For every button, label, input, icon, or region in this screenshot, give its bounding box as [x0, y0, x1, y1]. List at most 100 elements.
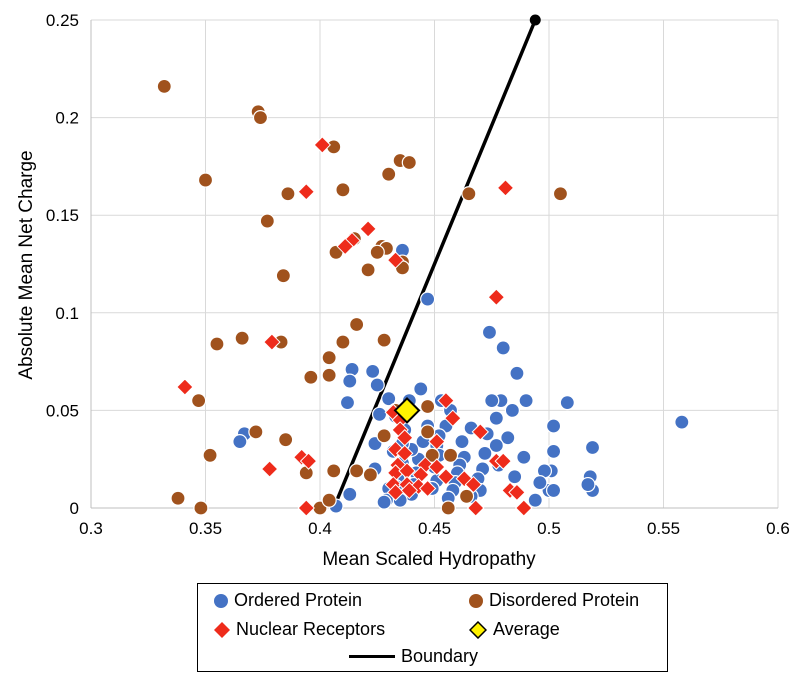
nuclear-point [496, 179, 515, 197]
ordered-point [342, 486, 358, 502]
disordered-point [326, 463, 342, 479]
disordered-point [234, 330, 250, 346]
nuclear-point [487, 288, 506, 306]
ordered-point [488, 410, 504, 426]
y-tick-label: 0 [70, 499, 79, 518]
nuclear-point [494, 452, 512, 470]
nuclear-point [471, 423, 490, 441]
ordered-point [495, 340, 511, 356]
ordered-point [507, 469, 523, 485]
nuclear-point [467, 499, 485, 517]
legend-item-average: Average [469, 619, 560, 640]
legend-label-boundary: Boundary [401, 646, 479, 666]
ordered-point [545, 482, 562, 499]
ordered-point [381, 391, 397, 407]
ordered-point [559, 394, 575, 411]
legend-label-disordered: Disordered Protein [489, 590, 640, 610]
disordered-point [360, 262, 376, 278]
ordered-point [500, 430, 516, 446]
ordered-point [580, 476, 596, 493]
nuclear-point [515, 499, 533, 517]
disordered-point [280, 186, 296, 202]
nuclear-point [400, 481, 419, 500]
disordered-point [259, 213, 275, 229]
legend-item-nuclear: Nuclear Receptors [214, 619, 385, 640]
boundary-layer [332, 14, 541, 509]
nuclear-point [444, 409, 462, 427]
ordered-point [477, 445, 493, 461]
disordered-point [369, 244, 385, 260]
disordered-point [362, 467, 378, 483]
nuclear-point [418, 479, 437, 498]
nuclear-point [297, 499, 315, 517]
ordered-point [674, 414, 690, 430]
ordered-point [545, 418, 562, 434]
ordered-point [527, 492, 543, 508]
ordered-point [584, 439, 601, 456]
disordered-point [420, 424, 436, 440]
legend: Ordered Protein Disordered Protein Nucle… [197, 583, 668, 672]
disordered-point [156, 78, 172, 94]
disordered-point [440, 500, 456, 516]
legend-marker-nuclear [214, 621, 230, 638]
ordered-point [420, 291, 436, 307]
disordered-series [156, 78, 569, 516]
nuclear-point [299, 452, 318, 470]
disordered-point [275, 268, 291, 284]
disordered-point [442, 447, 459, 463]
disordered-point [552, 186, 569, 202]
ordered-point [532, 475, 548, 491]
ordered-point [376, 494, 392, 510]
ordered-point [342, 373, 358, 389]
disordered-point [349, 463, 365, 479]
grid-lines [90, 19, 779, 509]
nuclear-point [428, 458, 446, 476]
ordered-point [509, 365, 525, 381]
legend-label-nuclear: Nuclear Receptors [236, 619, 386, 639]
legend-item-ordered: Ordered Protein [214, 590, 362, 611]
disordered-point [335, 334, 351, 350]
disordered-point [461, 186, 477, 202]
disordered-point [401, 154, 417, 171]
disordered-point [191, 393, 207, 409]
ordered-point [484, 393, 500, 409]
nuclear-point [508, 483, 526, 502]
nuclear-series [176, 136, 533, 517]
x-tick-label: 0.45 [418, 519, 451, 538]
y-tick-label: 0.1 [55, 304, 79, 323]
boundary-endpoint [529, 14, 541, 26]
disordered-point [424, 447, 440, 463]
disordered-point [376, 332, 392, 348]
ordered-point [369, 377, 385, 393]
disordered-point [420, 398, 436, 415]
average-series [393, 396, 421, 424]
ordered-point [365, 363, 381, 379]
disordered-point [381, 166, 397, 182]
disordered-point [349, 316, 365, 333]
average-point [393, 396, 421, 424]
nuclear-point [464, 475, 483, 494]
y-axis-title: Absolute Mean Net Charge [16, 150, 37, 379]
nuclear-point [437, 391, 455, 410]
disordered-point [321, 350, 337, 366]
disordered-point [202, 447, 218, 463]
ordered-point [232, 434, 248, 450]
nuclear-point [260, 460, 279, 478]
nuclear-point [297, 183, 315, 201]
ordered-point [504, 402, 520, 418]
nuclear-point [396, 444, 414, 463]
disordered-point [458, 488, 475, 504]
nuclear-point [336, 237, 354, 256]
nuclear-point [359, 220, 377, 238]
disordered-point [298, 465, 314, 481]
y-tick-label: 0.05 [46, 401, 79, 420]
disordered-point [278, 432, 294, 448]
disordered-point [193, 500, 209, 516]
x-tick-label: 0.55 [647, 519, 680, 538]
nuclear-point [437, 468, 455, 486]
tick-labels: 0.3 0.35 0.4 0.45 0.5 0.55 0.6 0 0.05 0.1 0.15 0.2 0… [46, 11, 790, 538]
ordered-point [481, 324, 498, 340]
boundary-line [332, 19, 537, 509]
ordered-point [339, 394, 356, 411]
